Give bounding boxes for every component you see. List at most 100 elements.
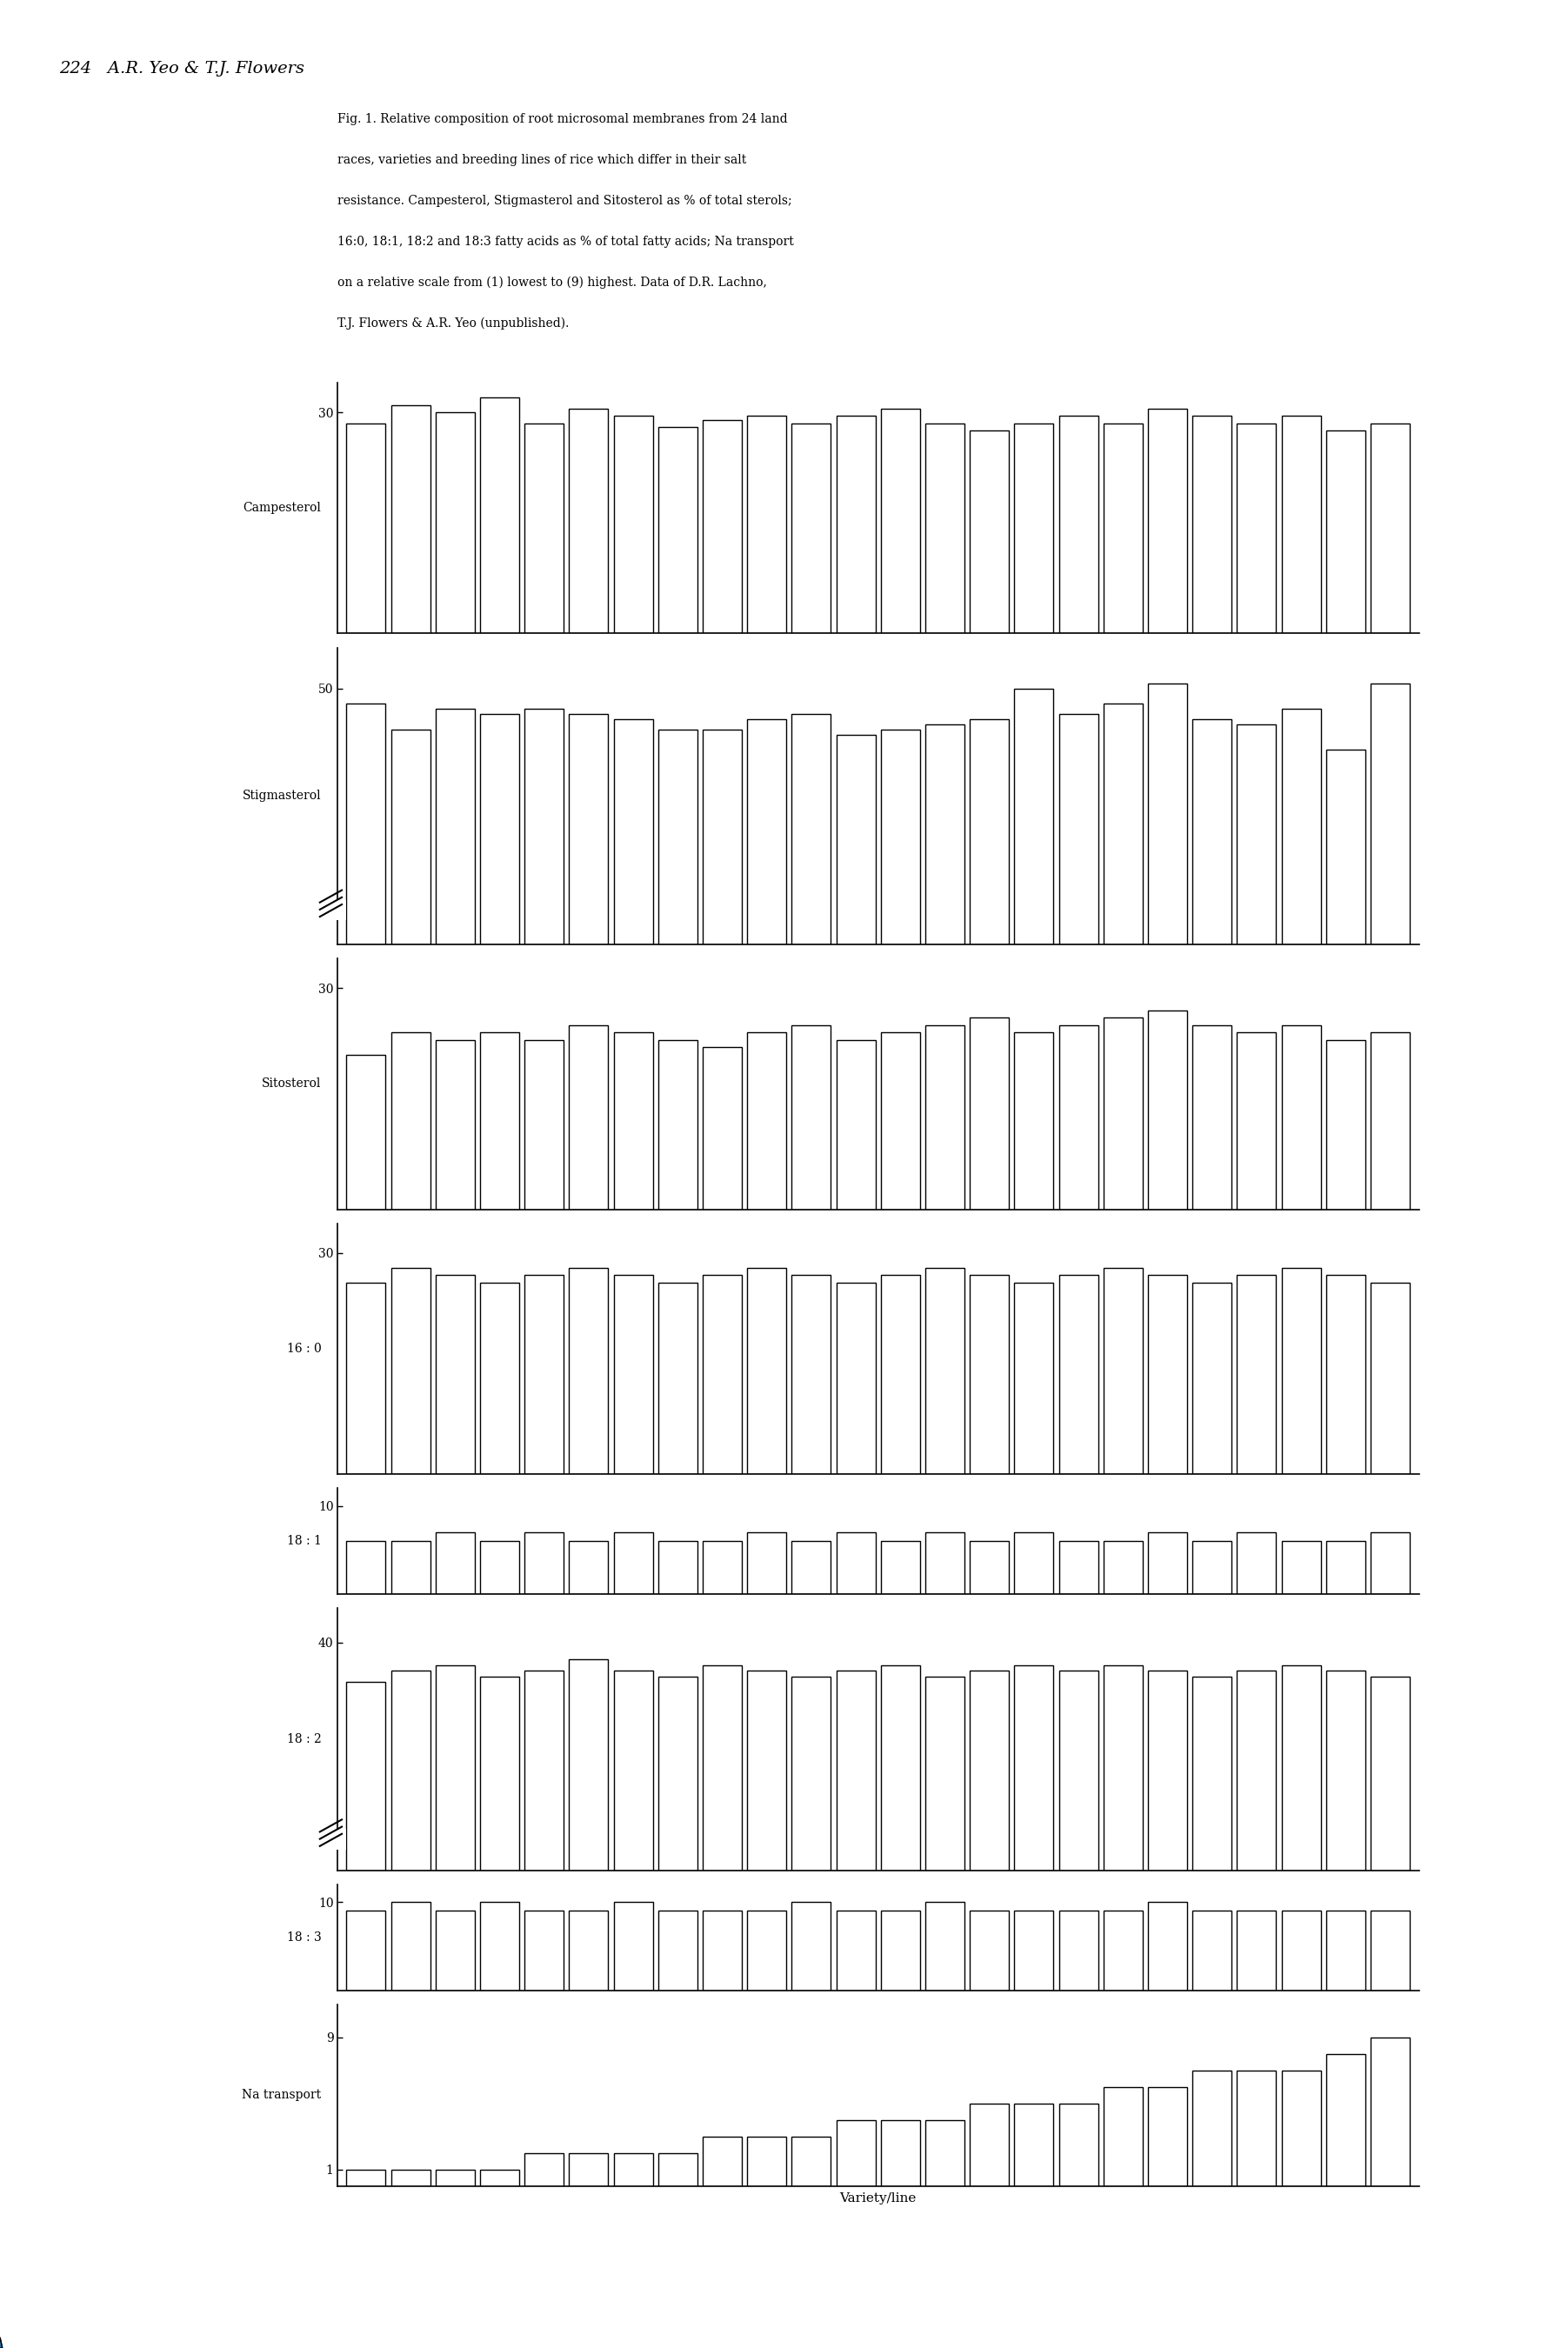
Bar [569,1911,608,1991]
Bar [613,1672,652,1871]
Bar [925,1533,964,1594]
Bar [390,1268,430,1475]
Bar [702,1275,742,1475]
Bar [525,709,564,944]
Bar [1192,1282,1231,1475]
Bar [1370,1676,1410,1871]
Bar [1014,688,1054,944]
Bar [1370,423,1410,634]
Bar [613,1275,652,1475]
Bar [347,1911,386,1991]
Bar [569,409,608,634]
Bar [436,1911,475,1991]
Bar [436,1275,475,1475]
Bar [525,1275,564,1475]
Bar [569,1660,608,1871]
Bar [702,730,742,944]
Bar [480,1676,519,1871]
Bar [1058,714,1098,944]
Bar [1192,416,1231,634]
Bar [390,1033,430,1209]
Bar [1058,1672,1098,1871]
Bar [613,1533,652,1594]
Bar [969,1017,1008,1209]
Bar [881,730,920,944]
Bar [1237,2071,1276,2186]
Bar [792,1026,831,1209]
Bar [925,1268,964,1475]
Bar [1058,2104,1098,2186]
Bar [748,1268,787,1475]
Bar [480,1902,519,1991]
Bar [792,1676,831,1871]
Bar [1327,1275,1366,1475]
Bar [702,1911,742,1991]
Bar [748,718,787,944]
Text: Na transport: Na transport [241,2090,321,2101]
Bar [569,1540,608,1594]
Bar [836,2120,875,2186]
Bar [881,2120,920,2186]
Bar [1281,2071,1320,2186]
Bar [748,1672,787,1871]
Bar [969,718,1008,944]
Bar [925,1902,964,1991]
Bar [969,1540,1008,1594]
Bar [1237,726,1276,944]
Bar [347,1681,386,1871]
Bar [1370,1911,1410,1991]
Bar [881,1911,920,1991]
Bar [881,409,920,634]
Bar [836,416,875,634]
Bar [659,427,698,634]
Bar [436,413,475,634]
Bar [1237,1275,1276,1475]
Bar [613,2153,652,2186]
Bar [1370,1533,1410,1594]
Bar [1058,1911,1098,1991]
Bar [836,1911,875,1991]
Bar [1104,1540,1143,1594]
Bar [480,1282,519,1475]
Bar [1192,2071,1231,2186]
Bar [925,1676,964,1871]
Bar [347,1054,386,1209]
Bar [792,1902,831,1991]
Bar [969,1911,1008,1991]
Bar [1281,1911,1320,1991]
Text: Sitosterol: Sitosterol [262,1078,321,1089]
Bar [702,1540,742,1594]
Bar [1237,423,1276,634]
Bar [390,730,430,944]
Bar [480,714,519,944]
Bar [480,1033,519,1209]
Bar [748,1533,787,1594]
Bar [480,2170,519,2186]
Bar [1014,2104,1054,2186]
Bar [525,1672,564,1871]
Bar [1192,718,1231,944]
Bar [1192,1911,1231,1991]
Bar [347,423,386,634]
Bar [525,1533,564,1594]
Bar [1370,683,1410,944]
Bar [436,1040,475,1209]
Bar [1014,1911,1054,1991]
Bar [480,1540,519,1594]
Bar [1014,1533,1054,1594]
X-axis label: Variety/line: Variety/line [839,2193,917,2205]
Bar [1327,1540,1366,1594]
Bar [347,2170,386,2186]
Bar [613,1033,652,1209]
Bar [390,404,430,634]
Bar [881,1275,920,1475]
Bar [1327,749,1366,944]
Bar [748,416,787,634]
Bar [836,735,875,944]
Bar [613,416,652,634]
Bar [792,714,831,944]
Bar [1014,1033,1054,1209]
Bar [1192,1676,1231,1871]
Bar [925,423,964,634]
Bar [659,1040,698,1209]
